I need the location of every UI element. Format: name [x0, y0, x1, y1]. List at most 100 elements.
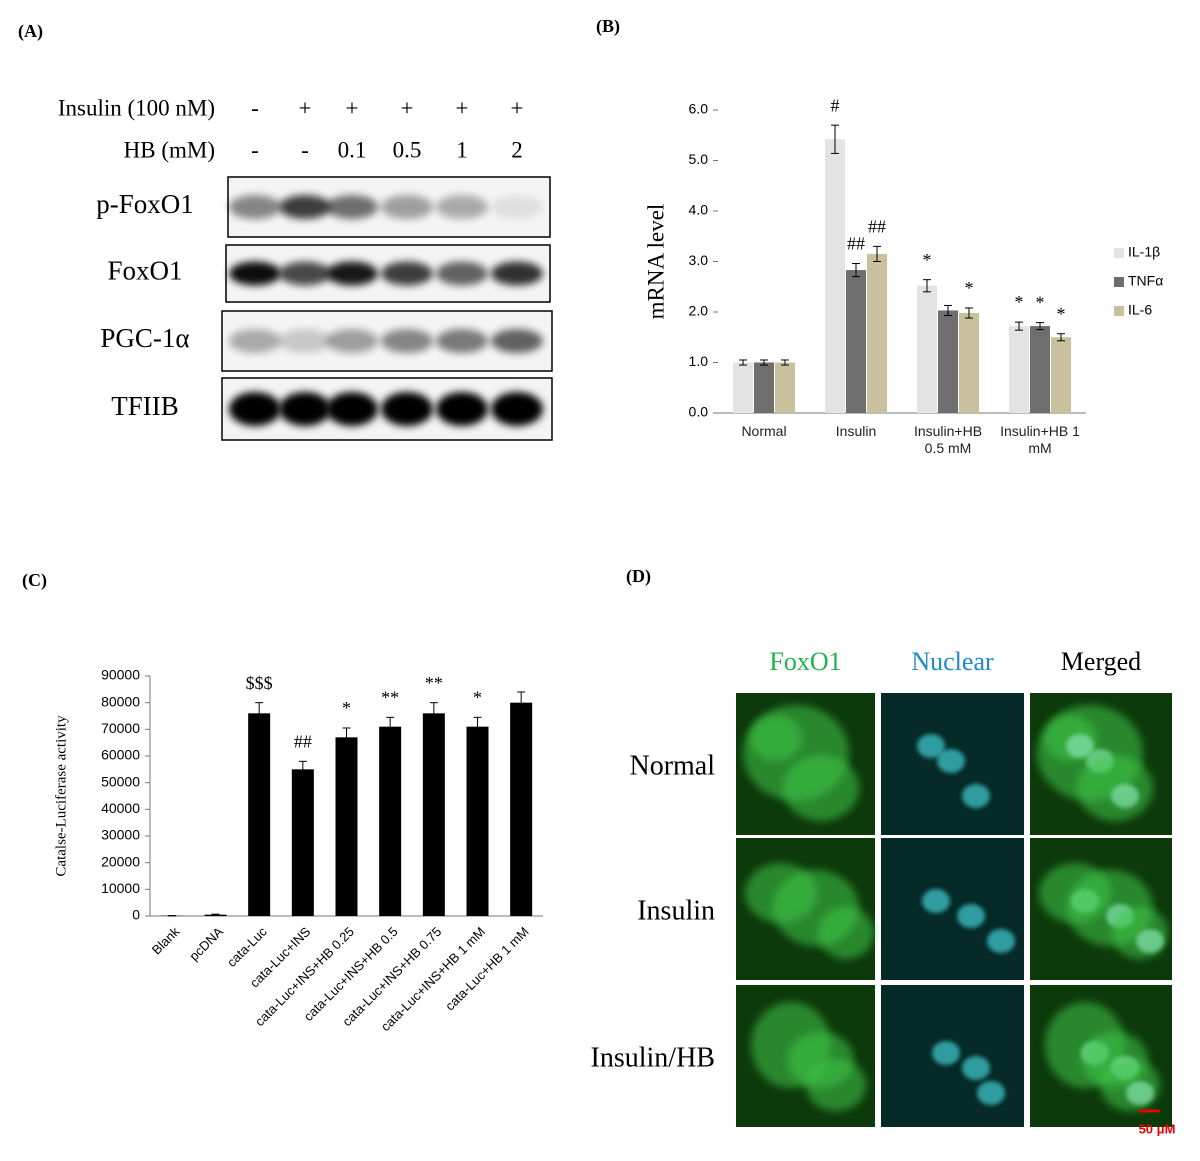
blot-label: FoxO1	[107, 256, 182, 286]
bar	[867, 253, 887, 413]
lane-label: +	[346, 95, 359, 120]
y-tick-label: 80000	[101, 693, 140, 709]
x-tick-label: Blank	[149, 924, 183, 958]
blot-band	[326, 392, 378, 426]
blot-label: PGC-1α	[100, 323, 189, 353]
x-tick-label: Insulin+HB 0.5 mM	[913, 423, 983, 456]
nucleus-signal	[1066, 734, 1094, 758]
blot-band	[326, 261, 378, 286]
x-tick-label: Insulin+HB 1 mM	[1000, 423, 1080, 456]
nucleus-signal	[962, 784, 990, 808]
significance-mark: **	[425, 673, 443, 693]
channel-label: Merged	[1061, 647, 1141, 676]
bar	[466, 726, 489, 916]
blot-band	[491, 392, 543, 426]
blot-band	[229, 392, 281, 426]
y-tick-label: 30000	[101, 827, 140, 843]
bar	[733, 362, 753, 413]
y-tick-label: 5.0	[689, 151, 709, 167]
panel-label: (D)	[626, 566, 651, 587]
micrograph	[881, 838, 1024, 980]
x-tick-label: Insulin	[835, 423, 877, 439]
blot-band	[279, 392, 331, 426]
significance-mark: *	[1015, 292, 1024, 312]
significance-mark: *	[1057, 304, 1066, 324]
bar	[959, 313, 979, 413]
legend-label: IL-6	[1128, 302, 1152, 318]
lane-label: +	[511, 95, 524, 120]
lane-label: +	[299, 95, 312, 120]
significance-mark: **	[381, 687, 399, 707]
x-tick-label-box: Insulin	[835, 423, 877, 439]
y-axis-label: mRNA level	[643, 204, 668, 320]
y-tick-label: 10000	[101, 880, 140, 896]
lane-label: -	[251, 137, 259, 162]
nucleus-signal	[1136, 929, 1164, 953]
lane-label: 1	[456, 137, 468, 162]
y-tick-label: 40000	[101, 800, 140, 816]
y-tick-label: 20000	[101, 853, 140, 869]
bar	[775, 362, 795, 413]
bar	[248, 713, 271, 916]
y-tick-label: 2.0	[689, 303, 709, 319]
significance-mark: ##	[847, 234, 865, 254]
x-tick-label: Normal	[741, 423, 787, 439]
blot-band	[491, 261, 543, 286]
nucleus-signal	[987, 929, 1015, 953]
y-tick-label: 3.0	[689, 252, 709, 268]
nucleus-signal	[977, 1081, 1005, 1105]
blot-band	[279, 261, 331, 286]
x-tick-label: cata-Luc+HB 1 mM	[442, 924, 532, 1014]
channel-label: Nuclear	[911, 647, 994, 676]
condition-label: Normal	[629, 750, 715, 781]
cell-signal	[783, 755, 859, 821]
x-tick-label-box: Normal	[741, 423, 787, 439]
y-tick-label: 0.0	[689, 404, 709, 420]
nucleus-signal	[957, 904, 985, 928]
cell-signal	[750, 715, 802, 761]
treatment-label: HB (mM)	[124, 137, 215, 162]
blot-band	[491, 195, 543, 219]
blot-band	[229, 261, 281, 286]
bar	[846, 270, 866, 413]
blot-label: TFIIB	[111, 391, 179, 421]
lane-label: +	[456, 95, 469, 120]
nucleus-signal	[917, 734, 945, 758]
bar	[1051, 337, 1071, 413]
nucleus-signal	[922, 889, 950, 913]
condition-label: Insulin/HB	[591, 1042, 715, 1073]
blot-band	[326, 195, 378, 219]
blot-band	[436, 392, 488, 426]
significance-mark: $$$	[246, 673, 273, 693]
significance-mark: ##	[868, 216, 886, 236]
legend-label: IL-1β	[1128, 244, 1160, 260]
significance-mark: *	[965, 278, 974, 298]
blot-band	[229, 329, 281, 353]
treatment-label: Insulin (100 nM)	[58, 95, 215, 120]
blot-band	[381, 261, 433, 286]
cell-signal	[806, 1059, 866, 1111]
bar	[1009, 326, 1029, 413]
significance-mark: *	[1036, 293, 1045, 313]
blot-label: p-FoxO1	[96, 189, 194, 219]
bar	[335, 737, 358, 916]
bar	[422, 713, 445, 916]
y-tick-label: 70000	[101, 720, 140, 736]
bar	[754, 362, 774, 413]
legend-swatch	[1114, 248, 1124, 258]
significance-mark: ##	[294, 731, 312, 751]
y-tick-label: 60000	[101, 747, 140, 763]
blot-band	[491, 329, 543, 353]
blot-band	[279, 195, 331, 219]
y-tick-label: 1.0	[689, 353, 709, 369]
x-tick-label-box: Insulin+HB 0.5 mM	[913, 423, 983, 456]
significance-mark: *	[473, 687, 482, 707]
legend-swatch	[1114, 306, 1124, 316]
legend-label: TNFα	[1128, 273, 1163, 289]
bar	[917, 285, 937, 413]
y-tick-label: 50000	[101, 773, 140, 789]
nucleus-signal	[1111, 784, 1139, 808]
blot-band	[436, 329, 488, 353]
bar	[1030, 326, 1050, 413]
